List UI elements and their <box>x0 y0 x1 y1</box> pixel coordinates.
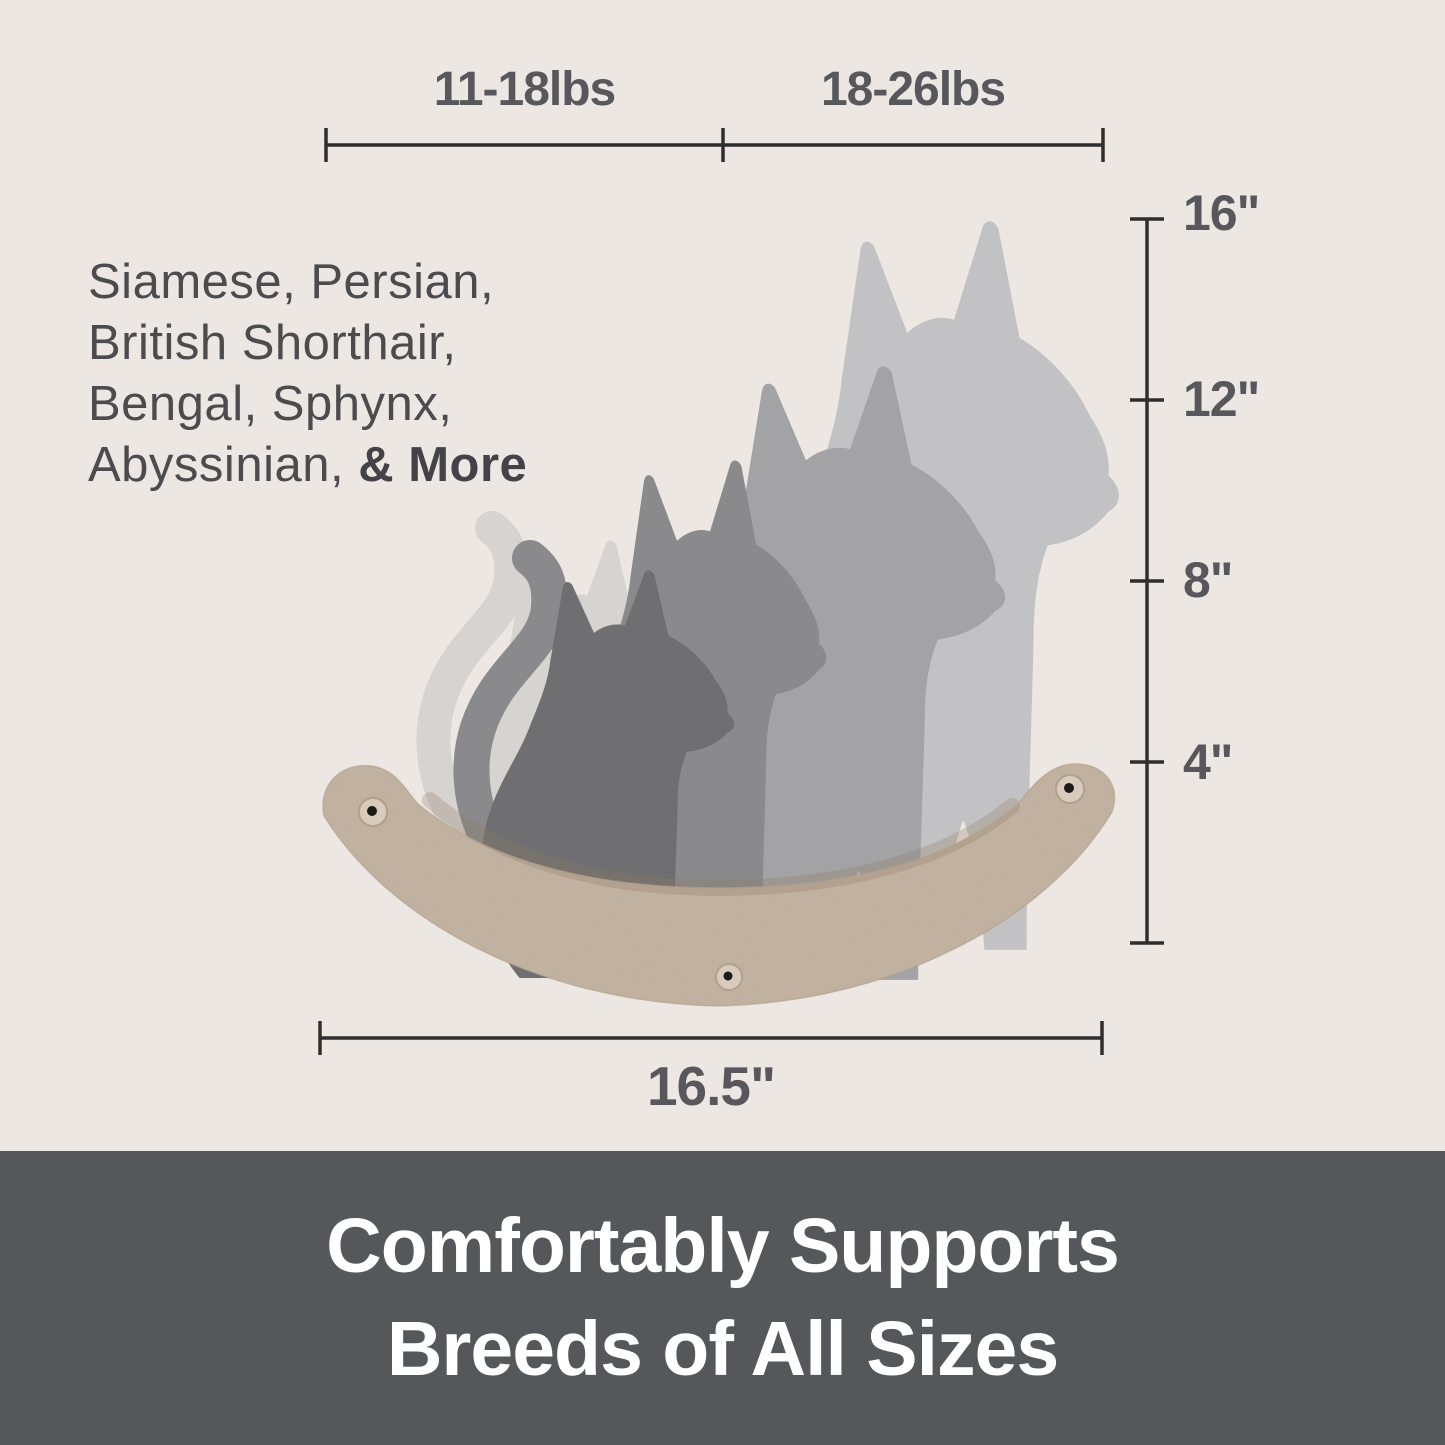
height-label-12: 12" <box>1183 371 1260 427</box>
breed-line-1: Siamese, Persian, <box>88 255 495 309</box>
screw-rim <box>715 963 743 991</box>
breed-line-4-regular: Abyssinian, <box>88 438 359 492</box>
bottom-banner: Comfortably Supports Breeds of All Sizes <box>0 1151 1445 1445</box>
height-ruler <box>1130 217 1164 945</box>
screw-right-icon <box>1055 774 1085 804</box>
height-label-16: 16" <box>1183 185 1260 241</box>
screw-bottom-icon <box>715 963 743 991</box>
breed-list: Siamese, Persian, British Shorthair, Ben… <box>88 252 527 496</box>
screw-rim <box>1055 774 1085 804</box>
weight-range-right-label: 18-26lbs <box>820 63 1006 116</box>
height-label-8: 8" <box>1183 552 1234 608</box>
height-label-4: 4" <box>1183 734 1234 790</box>
banner-line-2: Breeds of All Sizes <box>386 1306 1059 1392</box>
width-dimension-label: 16.5" <box>646 1055 776 1117</box>
banner-line-1: Comfortably Supports <box>326 1203 1120 1289</box>
screw-left-icon <box>358 797 388 827</box>
breed-line-3: Bengal, Sphynx, <box>88 377 453 431</box>
screw-hole <box>723 971 733 981</box>
weight-range-left-label: 11-18lbs <box>433 63 616 116</box>
breed-line-4-bold: & More <box>358 438 528 492</box>
screw-hole <box>1064 783 1074 793</box>
breed-line-2: British Shorthair, <box>88 316 457 370</box>
screw-rim <box>358 797 388 827</box>
weight-ruler <box>324 128 1105 162</box>
width-ruler <box>318 1021 1104 1055</box>
breed-line-4: Abyssinian, & More <box>88 435 527 496</box>
curved-shelf <box>322 763 1116 1007</box>
screw-hole <box>367 806 377 816</box>
